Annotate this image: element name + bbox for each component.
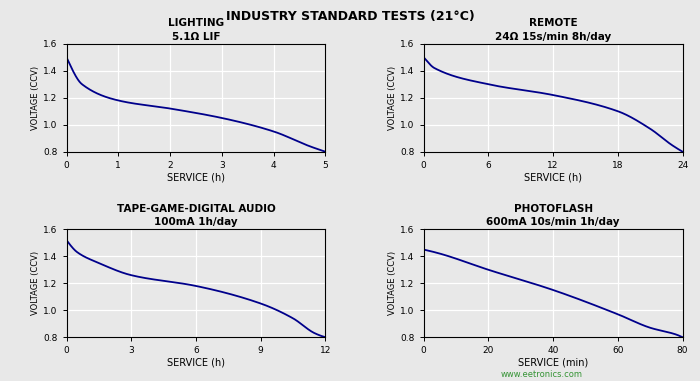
- Y-axis label: VOLTAGE (CCV): VOLTAGE (CCV): [32, 251, 41, 315]
- Title: LIGHTING
5.1Ω LIF: LIGHTING 5.1Ω LIF: [168, 18, 224, 42]
- Title: TAPE-GAME-DIGITAL AUDIO
100mA 1h/day: TAPE-GAME-DIGITAL AUDIO 100mA 1h/day: [116, 204, 275, 227]
- Text: INDUSTRY STANDARD TESTS (21°C): INDUSTRY STANDARD TESTS (21°C): [225, 10, 475, 22]
- Title: PHOTOFLASH
600mA 10s/min 1h/day: PHOTOFLASH 600mA 10s/min 1h/day: [486, 204, 620, 227]
- X-axis label: SERVICE (h): SERVICE (h): [167, 358, 225, 368]
- X-axis label: SERVICE (h): SERVICE (h): [167, 173, 225, 182]
- X-axis label: SERVICE (min): SERVICE (min): [518, 358, 588, 368]
- Y-axis label: VOLTAGE (CCV): VOLTAGE (CCV): [389, 66, 398, 130]
- Y-axis label: VOLTAGE (CCV): VOLTAGE (CCV): [32, 66, 41, 130]
- X-axis label: SERVICE (h): SERVICE (h): [524, 173, 582, 182]
- Text: www.eetronics.com: www.eetronics.com: [500, 370, 582, 379]
- Y-axis label: VOLTAGE (CCV): VOLTAGE (CCV): [389, 251, 398, 315]
- Title: REMOTE
24Ω 15s/min 8h/day: REMOTE 24Ω 15s/min 8h/day: [495, 18, 611, 42]
